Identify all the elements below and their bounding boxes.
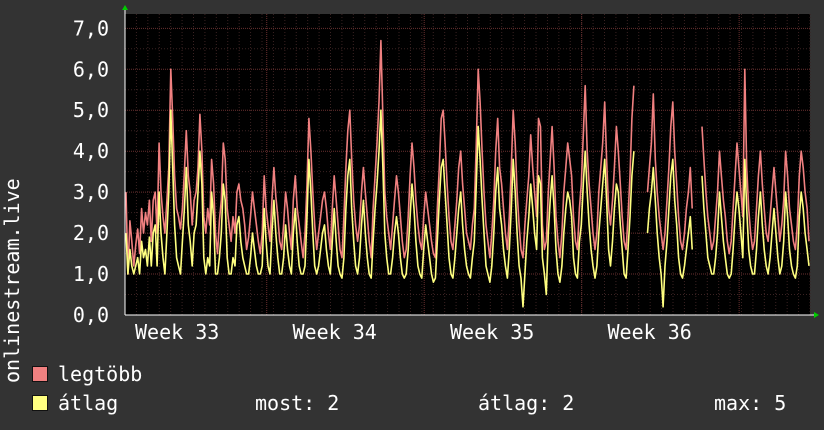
y-tick-label: 0,0 [73, 303, 109, 327]
x-tick-label: Week 34 [293, 320, 377, 344]
y-tick-label: 1,0 [73, 262, 109, 286]
x-tick-label: Week 35 [450, 320, 534, 344]
y-tick-label: 6,0 [73, 57, 109, 81]
stat-most: most: 2 [255, 391, 340, 415]
stat-atlag: átlag: 2 [478, 391, 575, 415]
y-tick-label: 2,0 [73, 221, 109, 245]
stat-max: max: 5 [714, 391, 787, 415]
y-tick-label: 5,0 [73, 98, 109, 122]
legend-item-legtobb: legtöbb [32, 364, 142, 384]
x-tick-label: Week 33 [135, 320, 219, 344]
y-tick-label: 7,0 [73, 16, 109, 40]
y-axis-arrow-icon [122, 5, 128, 10]
legend-swatch-legtobb [32, 366, 48, 382]
series-line [125, 109, 810, 308]
legend-item-atlag: átlag [32, 393, 118, 413]
x-axis-arrow-icon [814, 312, 819, 318]
y-axis-title: onlinestream.live [0, 178, 24, 383]
legend-label-legtobb: legtöbb [58, 362, 143, 386]
series-line [125, 39, 810, 275]
legend-label-atlag: átlag [58, 391, 119, 415]
legend-swatch-atlag [32, 395, 48, 411]
line-chart: 0,0 1,0 2,0 3,0 4,0 5,0 6,0 7,0 Week 33 Week 34 We… [73, 5, 819, 344]
x-tick-label: Week 36 [608, 320, 692, 344]
y-tick-label: 4,0 [73, 139, 109, 163]
y-tick-label: 3,0 [73, 180, 109, 204]
